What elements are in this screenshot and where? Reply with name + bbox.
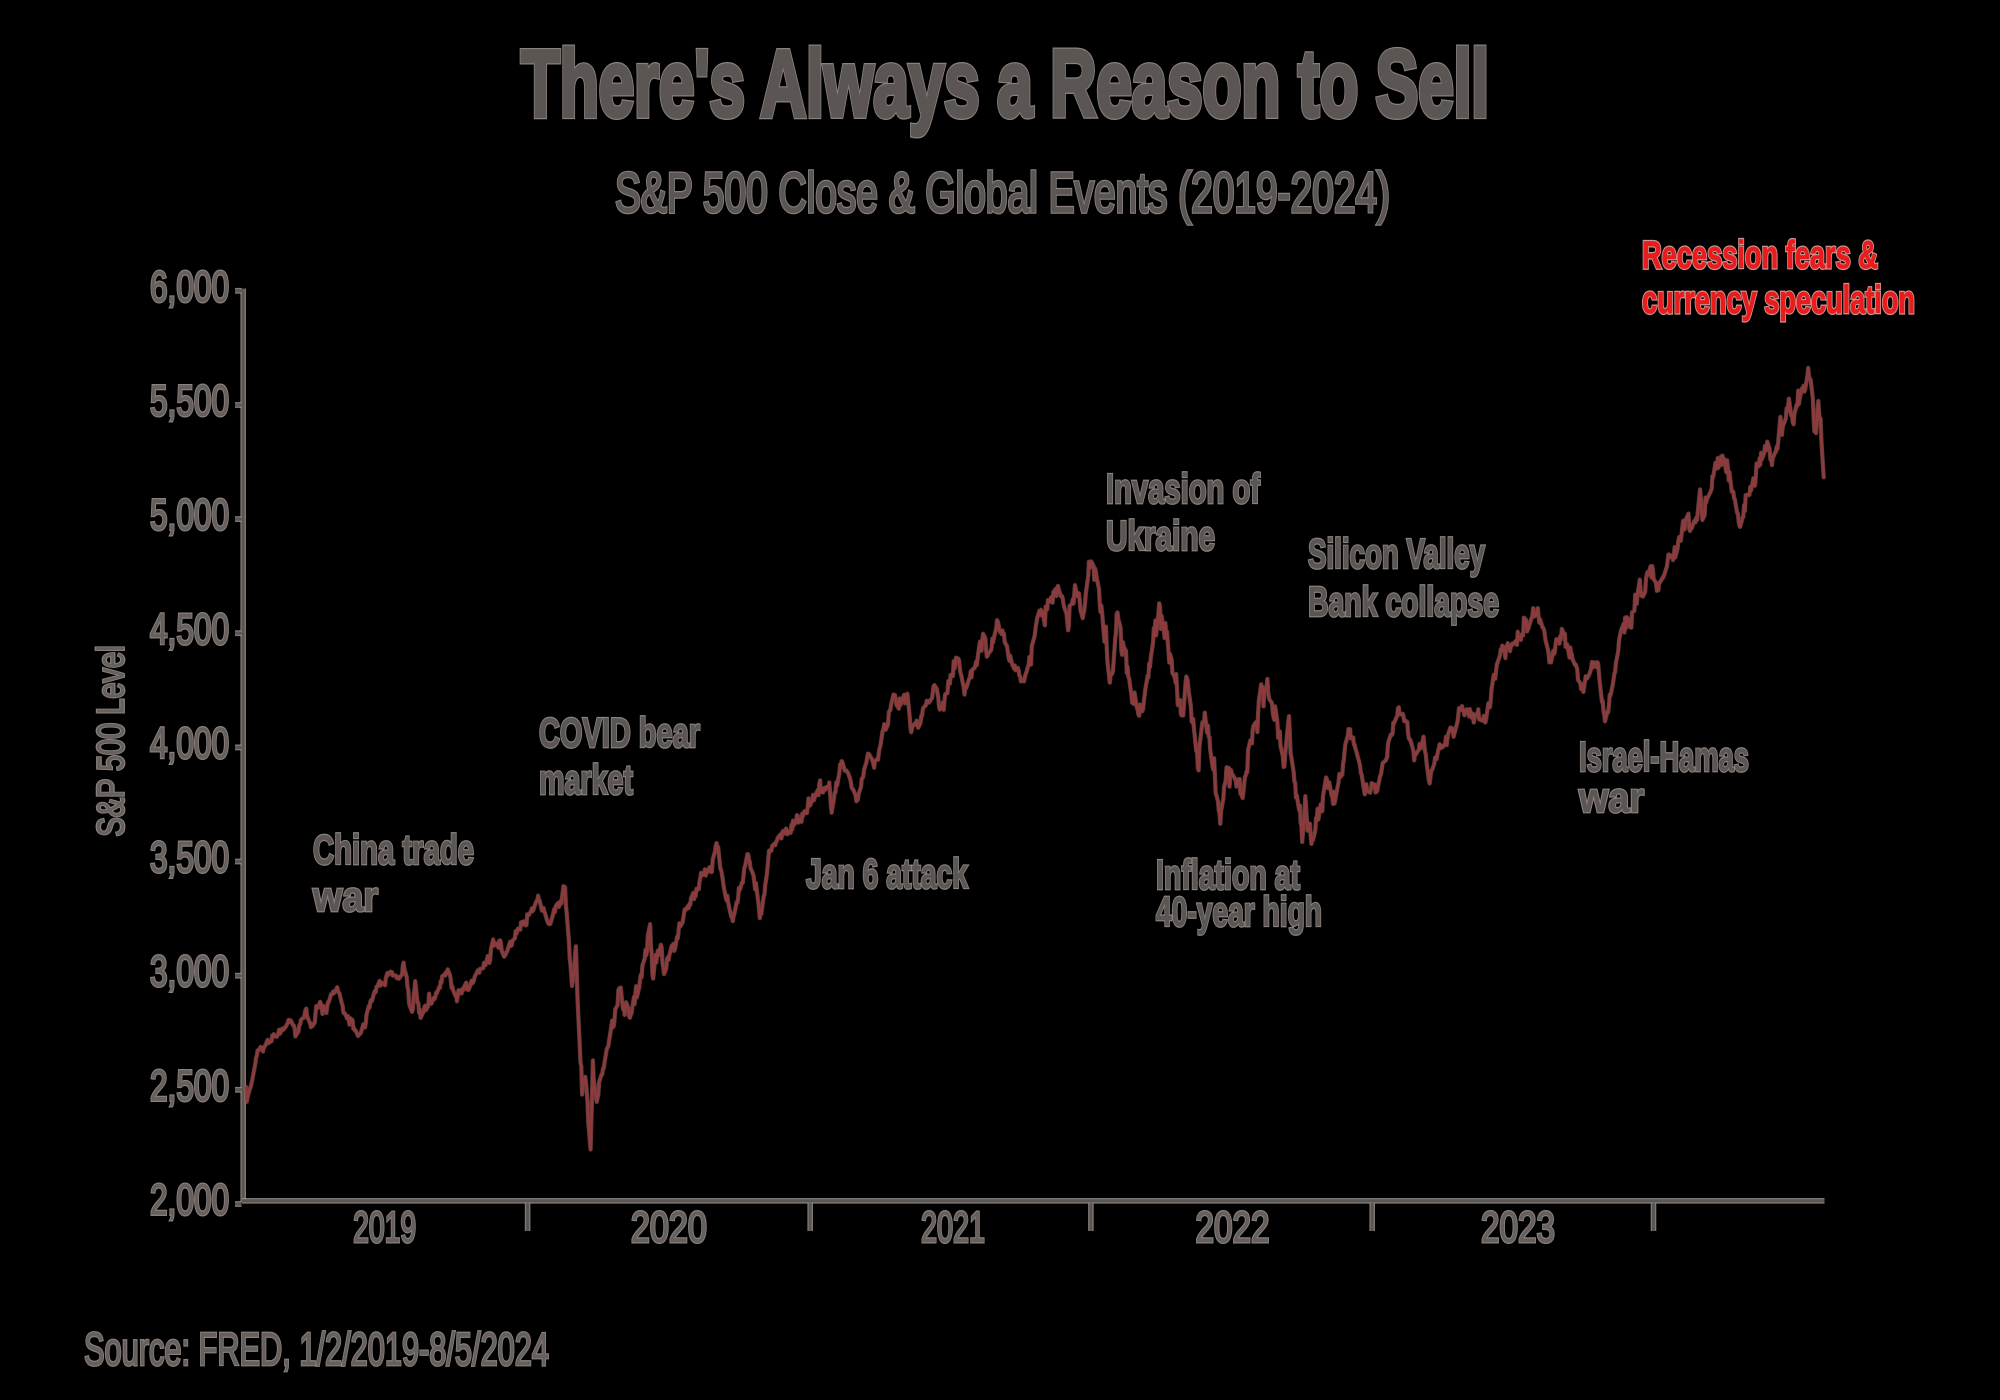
svg-text:China trade: China trade <box>313 826 474 873</box>
svg-text:Bank collapse: Bank collapse <box>1308 578 1499 625</box>
svg-text:Source: FRED, 1/2/2019-8/5/202: Source: FRED, 1/2/2019-8/5/2024 <box>84 1323 549 1375</box>
svg-text:Recession fears &: Recession fears & <box>1642 234 1878 277</box>
svg-text:40-year high: 40-year high <box>1156 888 1322 935</box>
svg-text:market: market <box>539 756 633 803</box>
svg-text:4,500: 4,500 <box>150 605 229 654</box>
svg-text:5,500: 5,500 <box>150 377 229 426</box>
svg-text:5,000: 5,000 <box>150 491 229 540</box>
svg-text:S&P 500 Level: S&P 500 Level <box>91 646 133 837</box>
svg-text:S&P 500 Level: S&P 500 Level <box>91 646 133 837</box>
svg-text:China trade: China trade <box>313 826 474 873</box>
svg-text:2021: 2021 <box>921 1203 985 1252</box>
svg-text:There's Always a Reason to Sel: There's Always a Reason to Sell <box>521 31 1489 137</box>
svg-text:2023: 2023 <box>1481 1203 1555 1252</box>
svg-text:Inflation at: Inflation at <box>1156 851 1300 898</box>
svg-text:4,500: 4,500 <box>150 605 229 654</box>
svg-text:2020: 2020 <box>631 1203 707 1252</box>
svg-text:Israel-Hamas: Israel-Hamas <box>1579 733 1749 780</box>
svg-text:40-year high: 40-year high <box>1156 888 1322 935</box>
svg-text:Jan 6 attack: Jan 6 attack <box>806 850 968 897</box>
svg-text:war: war <box>312 873 378 920</box>
svg-text:2,500: 2,500 <box>150 1061 229 1110</box>
svg-text:2021: 2021 <box>921 1203 985 1252</box>
svg-text:war: war <box>312 873 378 920</box>
svg-text:war: war <box>1578 774 1644 821</box>
svg-text:Source: FRED, 1/2/2019-8/5/202: Source: FRED, 1/2/2019-8/5/2024 <box>84 1323 549 1375</box>
svg-text:Invasion of: Invasion of <box>1106 465 1261 512</box>
svg-text:Invasion of: Invasion of <box>1106 465 1261 512</box>
svg-text:6,000: 6,000 <box>150 262 229 311</box>
svg-text:5,500: 5,500 <box>150 377 229 426</box>
svg-text:Ukraine: Ukraine <box>1106 512 1215 559</box>
svg-text:2019: 2019 <box>353 1203 416 1252</box>
svg-text:Israel-Hamas: Israel-Hamas <box>1579 733 1749 780</box>
svg-text:Inflation at: Inflation at <box>1156 851 1300 898</box>
svg-text:S&P 500 Close & Global Events: S&P 500 Close & Global Events (2019-2024… <box>615 161 1390 225</box>
svg-text:2,500: 2,500 <box>150 1061 229 1110</box>
svg-text:5,000: 5,000 <box>150 491 229 540</box>
svg-text:Bank collapse: Bank collapse <box>1308 578 1499 625</box>
svg-text:2022: 2022 <box>1196 1203 1270 1252</box>
svg-text:currency speculation: currency speculation <box>1642 279 1915 322</box>
svg-text:currency speculation: currency speculation <box>1642 279 1915 322</box>
svg-text:2023: 2023 <box>1481 1203 1555 1252</box>
svg-text:4,000: 4,000 <box>150 719 229 768</box>
svg-text:S&P 500 Close & Global Events: S&P 500 Close & Global Events (2019-2024… <box>615 161 1390 225</box>
svg-text:2020: 2020 <box>631 1203 707 1252</box>
svg-text:Jan 6 attack: Jan 6 attack <box>806 850 968 897</box>
svg-text:2022: 2022 <box>1196 1203 1270 1252</box>
svg-text:3,500: 3,500 <box>150 833 229 882</box>
svg-text:3,000: 3,000 <box>150 947 229 996</box>
svg-text:There's Always a Reason to Sel: There's Always a Reason to Sell <box>521 31 1489 137</box>
svg-text:war: war <box>1578 774 1644 821</box>
svg-text:2,000: 2,000 <box>150 1176 229 1225</box>
svg-text:3,000: 3,000 <box>150 947 229 996</box>
svg-text:market: market <box>539 756 633 803</box>
svg-text:2,000: 2,000 <box>150 1176 229 1225</box>
svg-text:Silicon Valley: Silicon Valley <box>1308 530 1485 577</box>
svg-text:4,000: 4,000 <box>150 719 229 768</box>
svg-text:Recession fears &: Recession fears & <box>1642 234 1878 277</box>
svg-text:2019: 2019 <box>353 1203 416 1252</box>
svg-text:Ukraine: Ukraine <box>1106 512 1215 559</box>
svg-text:COVID bear: COVID bear <box>539 709 700 756</box>
svg-text:3,500: 3,500 <box>150 833 229 882</box>
svg-text:Silicon Valley: Silicon Valley <box>1308 530 1485 577</box>
svg-text:6,000: 6,000 <box>150 262 229 311</box>
svg-text:COVID bear: COVID bear <box>539 709 700 756</box>
